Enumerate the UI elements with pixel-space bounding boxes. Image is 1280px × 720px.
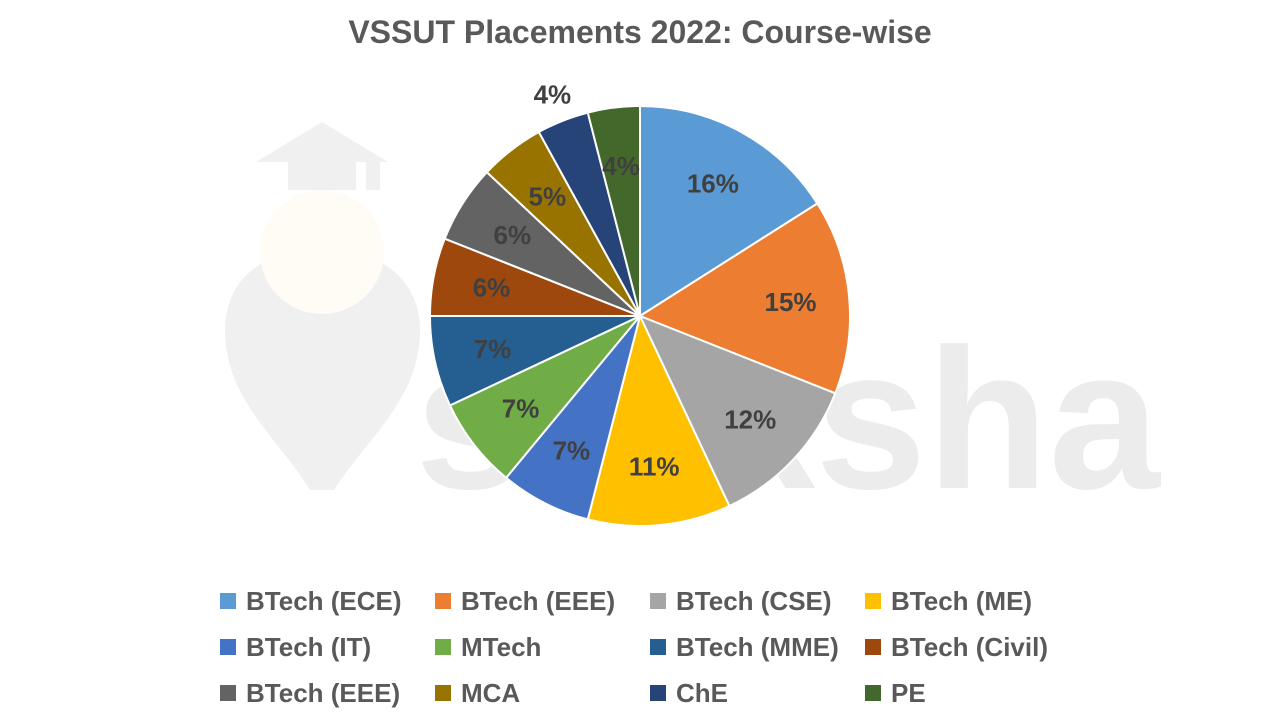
legend-swatch bbox=[650, 639, 666, 655]
legend-item: BTech (ME) bbox=[865, 586, 1080, 617]
legend-label: PE bbox=[891, 677, 926, 708]
legend-swatch bbox=[220, 639, 236, 655]
pie-slice bbox=[638, 314, 837, 508]
data-label: 15% bbox=[765, 287, 817, 317]
data-label: 12% bbox=[724, 405, 776, 435]
legend-swatch bbox=[650, 685, 666, 701]
legend-item: BTech (IT) bbox=[220, 632, 435, 663]
legend-swatch bbox=[435, 639, 451, 655]
legend-swatch bbox=[650, 593, 666, 609]
legend-swatch bbox=[865, 593, 881, 609]
legend-item: BTech (EEE) bbox=[220, 678, 435, 709]
data-label: 4% bbox=[602, 151, 640, 181]
legend-label: ChE bbox=[676, 677, 728, 708]
legend-item: MTech bbox=[435, 632, 650, 663]
legend-swatch bbox=[220, 685, 236, 701]
data-label: 7% bbox=[474, 334, 512, 364]
legend-swatch bbox=[220, 593, 236, 609]
data-label: 4% bbox=[534, 80, 572, 110]
legend-label: BTech (MME) bbox=[676, 631, 839, 662]
data-label: 7% bbox=[502, 394, 540, 424]
legend-swatch bbox=[435, 593, 451, 609]
pie-slice bbox=[639, 104, 819, 318]
legend-item: BTech (ECE) bbox=[220, 586, 435, 617]
legend-label: BTech (CSE) bbox=[676, 585, 832, 616]
legend-item: MCA bbox=[435, 678, 650, 709]
legend-label: BTech (IT) bbox=[246, 631, 372, 662]
legend-swatch bbox=[865, 685, 881, 701]
data-label: 6% bbox=[473, 273, 511, 303]
legend-item: BTech (Civil) bbox=[865, 632, 1080, 663]
pie-slice bbox=[637, 202, 851, 395]
legend-swatch bbox=[865, 639, 881, 655]
legend: BTech (ECE) BTech (EEE) BTech (CSE) BTech (… bbox=[220, 578, 1080, 716]
legend-item: PE bbox=[865, 678, 1080, 709]
legend-swatch bbox=[435, 685, 451, 701]
data-label: 5% bbox=[529, 182, 567, 212]
legend-label: BTech (ECE) bbox=[246, 585, 402, 616]
legend-label: BTech (EEE) bbox=[461, 585, 616, 616]
legend-label: MTech bbox=[461, 631, 542, 662]
legend-item: BTech (EEE) bbox=[435, 586, 650, 617]
legend-label: BTech (Civil) bbox=[891, 631, 1048, 662]
legend-label: MCA bbox=[461, 677, 521, 708]
legend-item: BTech (MME) bbox=[650, 632, 865, 663]
chart-title: VSSUT Placements 2022: Course-wise bbox=[348, 14, 932, 50]
legend-item: BTech (CSE) bbox=[650, 586, 865, 617]
pie-slice bbox=[586, 104, 641, 317]
legend-item: ChE bbox=[650, 678, 865, 709]
legend-label: BTech (EEE) bbox=[246, 677, 401, 708]
data-label: 6% bbox=[494, 220, 532, 250]
legend-label: BTech (ME) bbox=[891, 585, 1033, 616]
data-label: 11% bbox=[629, 452, 680, 482]
pie-slice bbox=[586, 313, 731, 527]
data-label: 7% bbox=[553, 436, 591, 466]
data-label: 16% bbox=[687, 169, 739, 199]
